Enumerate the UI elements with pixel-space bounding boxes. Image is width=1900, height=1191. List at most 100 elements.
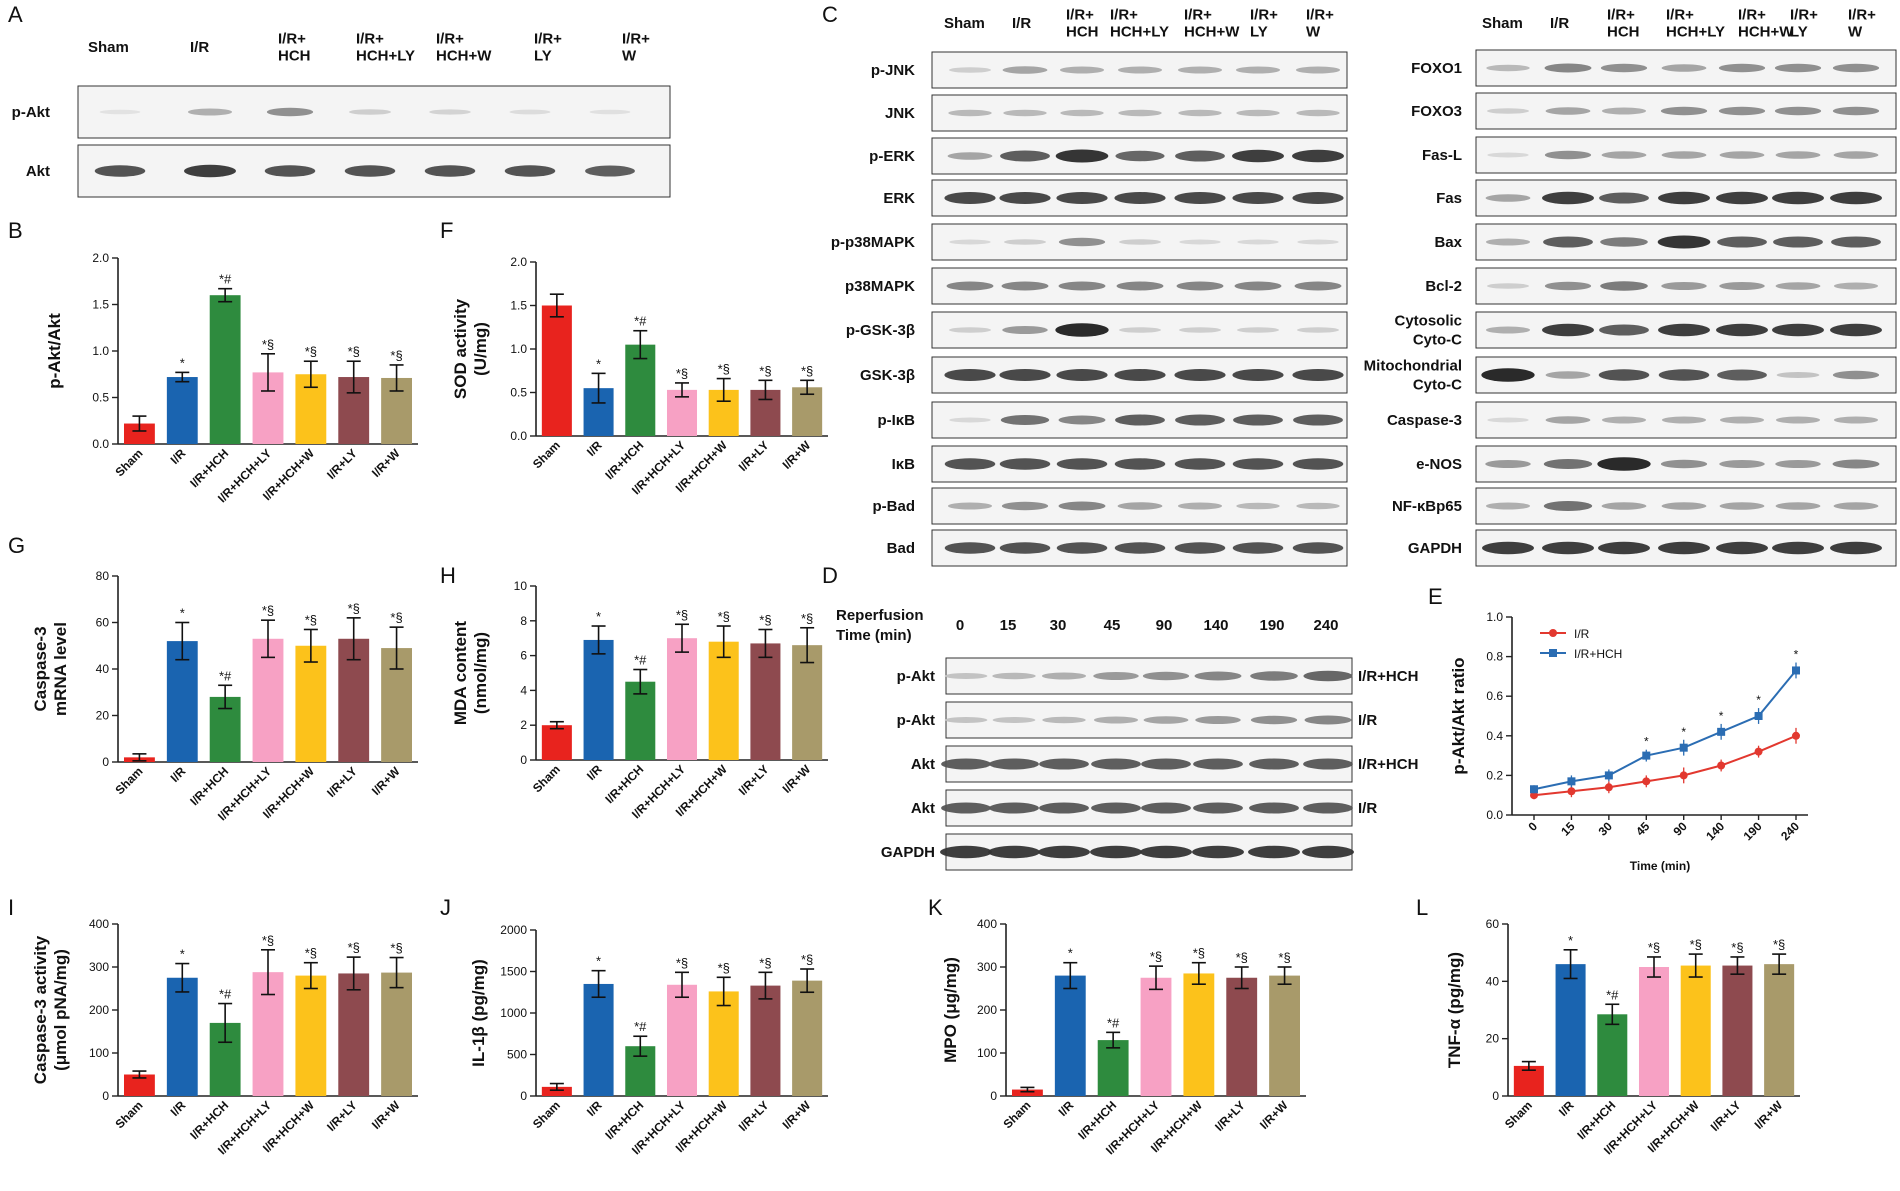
blot-row-label: p38MAPK bbox=[845, 278, 915, 295]
bar bbox=[666, 638, 698, 760]
blot-band bbox=[1176, 281, 1224, 291]
significance-label: *§ bbox=[390, 348, 402, 363]
blot-band bbox=[1658, 323, 1710, 337]
y-tick-label: 1.5 bbox=[510, 299, 527, 313]
y-tick-label: 20 bbox=[96, 709, 110, 723]
blot-band bbox=[940, 845, 992, 859]
blot-band bbox=[1236, 327, 1280, 333]
lane-label: I/R+ HCH+W bbox=[1738, 7, 1794, 41]
blot-row-label-line: Cyto-C bbox=[1413, 377, 1462, 394]
significance-label: *§ bbox=[390, 610, 402, 625]
blot-row-label: Caspase-3 bbox=[1387, 412, 1462, 429]
blot-band bbox=[187, 108, 233, 116]
category-label: Sham bbox=[1001, 1098, 1034, 1131]
blot-band bbox=[1192, 845, 1244, 859]
blot-band bbox=[947, 502, 993, 510]
blot-band bbox=[1542, 191, 1594, 205]
x-tick-label: 240 bbox=[1778, 819, 1802, 843]
lane-label-line: I/R+ bbox=[356, 31, 384, 48]
blot-band bbox=[1485, 194, 1531, 202]
category-label: Sham bbox=[530, 1098, 563, 1131]
bar bbox=[750, 985, 781, 1096]
significance-label: *§ bbox=[1648, 940, 1660, 955]
blot-band bbox=[1716, 191, 1768, 205]
bar bbox=[295, 645, 327, 762]
bar bbox=[124, 423, 155, 444]
blot-band bbox=[1118, 239, 1162, 245]
blot-band bbox=[1236, 502, 1280, 510]
significance-label: *§ bbox=[1731, 940, 1743, 955]
blot-band bbox=[1232, 192, 1284, 204]
blot-row-label: GAPDH bbox=[1408, 540, 1462, 557]
lane-label: 45 bbox=[1104, 617, 1121, 634]
blot-band bbox=[1718, 106, 1766, 116]
blot-band bbox=[1234, 281, 1282, 291]
chart-E: E 0.0 0.2 0.4 0.6 0.8 1.0 0 15 30 45 90 140 190 240 Tim… bbox=[1428, 584, 1808, 873]
category-label: I/R+LY bbox=[1708, 1098, 1744, 1134]
blot-band bbox=[348, 109, 392, 115]
lane-label-line: LY bbox=[1250, 24, 1268, 41]
lane-label-line: I/R+ bbox=[1790, 7, 1818, 24]
blot-band bbox=[1174, 458, 1226, 470]
blot-band bbox=[992, 717, 1036, 723]
blot-band bbox=[1118, 327, 1162, 333]
blot-row-label: p-GSK-3β bbox=[846, 322, 915, 339]
y-tick-label: 0 bbox=[1492, 1089, 1499, 1103]
blot-band bbox=[1235, 66, 1281, 74]
blot-band bbox=[1093, 672, 1139, 680]
y-tick-label: 500 bbox=[507, 1048, 527, 1062]
blot-band bbox=[1295, 66, 1341, 74]
blot-band bbox=[1232, 458, 1284, 470]
bar bbox=[750, 643, 781, 760]
bar bbox=[124, 1074, 155, 1096]
significance-label: *§ bbox=[262, 337, 274, 352]
y-tick-label: 1.0 bbox=[1486, 610, 1503, 624]
blot-band bbox=[1056, 369, 1108, 381]
category-label: Sham bbox=[1502, 1098, 1535, 1131]
bar bbox=[625, 344, 656, 436]
data-point bbox=[1642, 777, 1651, 786]
blot-row-label: FOXO3 bbox=[1411, 103, 1462, 120]
blot-band bbox=[1175, 150, 1225, 162]
category-label: I/R bbox=[168, 764, 189, 785]
blot-band bbox=[1056, 542, 1108, 554]
significance-label: *# bbox=[634, 314, 647, 329]
y-tick-label: 2.0 bbox=[510, 255, 527, 269]
significance-label: * bbox=[1794, 648, 1799, 662]
significance-label: *# bbox=[634, 653, 647, 668]
bar bbox=[792, 980, 823, 1096]
blot-band bbox=[988, 845, 1040, 859]
y-tick-label: 8 bbox=[520, 614, 527, 628]
blot-band bbox=[1485, 238, 1531, 246]
blot-band bbox=[1003, 239, 1047, 245]
y-tick-label: 100 bbox=[977, 1046, 997, 1060]
lane-label: I/R+ LY bbox=[1790, 7, 1818, 41]
lane-label: I/R+ W bbox=[622, 31, 650, 65]
blot-band bbox=[1719, 460, 1765, 468]
category-label: I/R+W bbox=[780, 1098, 814, 1132]
blot-band bbox=[1141, 802, 1191, 814]
blot-band bbox=[1177, 502, 1223, 510]
panel-letter: E bbox=[1428, 584, 1443, 609]
y-axis-title: MDA content(nmol/mg) bbox=[451, 621, 490, 726]
significance-label: *§ bbox=[305, 946, 317, 961]
y-tick-label: 0.2 bbox=[1486, 768, 1503, 782]
lane-label-line: W bbox=[622, 48, 637, 65]
category-label: Sham bbox=[113, 446, 146, 479]
blot-band bbox=[944, 192, 996, 204]
bar bbox=[1183, 973, 1215, 1096]
blot-band bbox=[1774, 63, 1822, 73]
bar bbox=[1555, 964, 1586, 1096]
blot-row-label: Akt bbox=[26, 163, 50, 180]
blot-band bbox=[949, 417, 991, 423]
bar bbox=[338, 973, 370, 1096]
blot-band bbox=[424, 165, 476, 177]
y-tick-label: 2.0 bbox=[92, 251, 109, 265]
lane-label: I/R+ HCH+W bbox=[436, 31, 492, 65]
y-tick-label: 2000 bbox=[500, 923, 527, 937]
lane-label-line: I/R+ bbox=[436, 31, 464, 48]
chart-F: F 0.0 0.5 1.0 1.5 2.0 SOD activity(U/mg) Sham * I… bbox=[440, 218, 828, 497]
significance-label: * bbox=[1568, 933, 1573, 948]
significance-label: *§ bbox=[1690, 937, 1702, 952]
